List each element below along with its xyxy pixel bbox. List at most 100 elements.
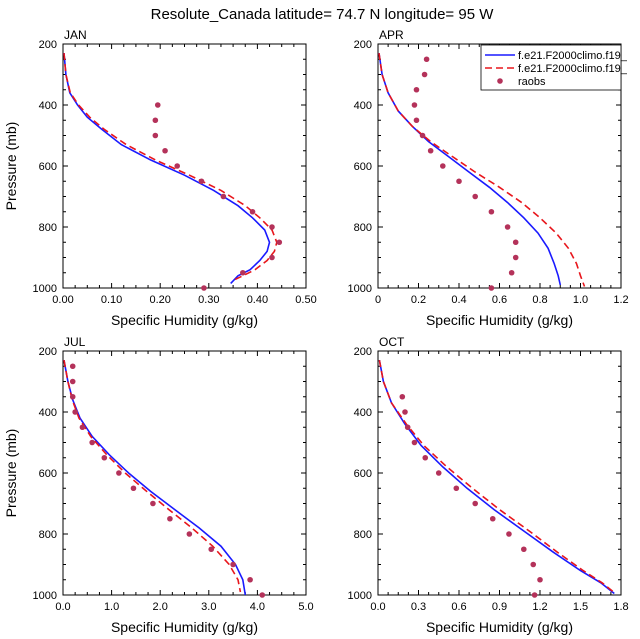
raobs-point (276, 239, 283, 246)
raobs-point (506, 531, 512, 537)
panel-label: JUL (64, 335, 86, 349)
raobs-point (435, 470, 442, 476)
raobs-point (69, 378, 76, 385)
y-tick-label: 800 (39, 222, 57, 234)
x-tick-label: 0.3 (411, 601, 426, 613)
legend-box (480, 44, 622, 91)
raobs-point (489, 515, 496, 522)
x-tick-label: 0.30 (198, 294, 219, 306)
raobs-point (488, 208, 495, 215)
x-tick-label: 0 (375, 294, 381, 306)
raobs-point (79, 424, 86, 431)
raobs-point (537, 576, 543, 583)
y-tick-label: 400 (354, 100, 372, 112)
series-line-1 (378, 52, 562, 286)
series-line-1 (63, 53, 271, 284)
x-tick-label: 3.0 (201, 601, 216, 613)
raobs-point (504, 224, 511, 230)
x-tick-label: 1.8 (613, 601, 628, 613)
raobs-point (472, 193, 479, 200)
y-tick-label: 1000 (33, 283, 57, 295)
raobs-point (427, 147, 434, 154)
raobs-point (186, 531, 193, 537)
x-tick-label: 4.0 (250, 601, 265, 613)
series-line-2 (378, 52, 586, 287)
series-line-2 (63, 53, 278, 282)
x-tick-label: 0.9 (492, 601, 507, 613)
raobs-point (422, 454, 429, 461)
raobs-point (69, 363, 76, 370)
raobs-point (413, 86, 420, 93)
legend-marker-dot (497, 78, 503, 84)
raobs-point (508, 269, 515, 276)
panel-oct: 0.0 0.3 0.6 0.9 1.2 1.5 1.8 200 400 600 800 1000 OCT… (348, 335, 629, 635)
y-axis-label: Pressure (mb) (3, 122, 19, 211)
raobs-point (152, 117, 159, 124)
y-tick-label: 600 (39, 468, 57, 480)
raobs-point (174, 163, 181, 169)
x-axis-label: Specific Humidity (g/kg) (426, 312, 573, 328)
raobs-point (201, 285, 207, 291)
raobs-point (530, 561, 537, 568)
raobs-point (247, 576, 253, 583)
x-axis-label: Specific Humidity (g/kg) (111, 619, 258, 635)
raobs-point (440, 163, 446, 169)
raobs-point (423, 56, 430, 63)
raobs-point (413, 117, 420, 124)
panel-label: OCT (379, 335, 405, 349)
raobs-point (116, 470, 122, 476)
y-tick-label: 1000 (33, 590, 57, 602)
x-tick-label: 0.2 (411, 294, 426, 306)
y-tick-label: 800 (354, 529, 372, 541)
raobs-point (512, 254, 519, 261)
y-tick-label: 800 (354, 222, 372, 234)
plot-frame (377, 350, 622, 596)
raobs-point (72, 409, 78, 415)
panel-label: JAN (64, 28, 87, 42)
raobs-point (89, 439, 95, 446)
raobs-point (269, 254, 275, 261)
raobs-point (101, 454, 108, 461)
raobs-point (198, 178, 205, 185)
x-tick-label: 0.4 (451, 294, 466, 306)
x-tick-label: 2.0 (153, 601, 168, 613)
figure-title: Resolute_Canada latitude= 74.7 N longitu… (151, 6, 495, 23)
raobs-point (453, 485, 460, 492)
raobs-point (230, 561, 236, 568)
x-tick-label: 5.0 (298, 601, 313, 613)
y-tick-label: 600 (354, 468, 372, 480)
x-tick-label: 1.5 (573, 601, 588, 613)
raobs-point (208, 546, 215, 553)
raobs-point (472, 500, 479, 507)
series-line-2 (378, 359, 615, 594)
x-tick-label: 0.50 (295, 294, 316, 306)
y-tick-label: 400 (39, 407, 57, 419)
x-tick-label: 0.6 (492, 294, 507, 306)
series-line-1 (378, 359, 615, 595)
legend-label: f.e21.F2000climo.f19_ (518, 63, 628, 75)
y-tick-label: 600 (354, 161, 372, 173)
y-tick-label: 1000 (348, 283, 372, 295)
panel-jul: 0.0 1.0 2.0 3.0 4.0 5.0 200 400 600 800 1000 JUL Spe… (3, 335, 314, 635)
panel-label: APR (379, 28, 404, 42)
raobs-point (399, 393, 406, 400)
series-line-2 (63, 359, 242, 593)
raobs-point (411, 102, 418, 108)
x-tick-label: 0.8 (532, 294, 547, 306)
y-axis-label: Pressure (mb) (3, 429, 19, 518)
raobs-point (419, 132, 426, 139)
raobs-point (411, 439, 418, 446)
series-line-1 (63, 359, 247, 596)
x-tick-label: 0.6 (451, 601, 466, 613)
panel-apr: 0 0.2 0.4 0.6 0.8 1.0 1.2 200 400 600 800 1000 APR Sp… (348, 28, 629, 328)
raobs-point (456, 178, 462, 185)
raobs-point (269, 224, 275, 230)
y-tick-label: 400 (39, 100, 57, 112)
plot-frame (62, 350, 307, 596)
y-tick-label: 200 (354, 346, 372, 358)
raobs-point (249, 208, 256, 215)
x-tick-label: 0.20 (149, 294, 170, 306)
raobs-point (531, 592, 538, 598)
y-tick-label: 1000 (348, 590, 372, 602)
